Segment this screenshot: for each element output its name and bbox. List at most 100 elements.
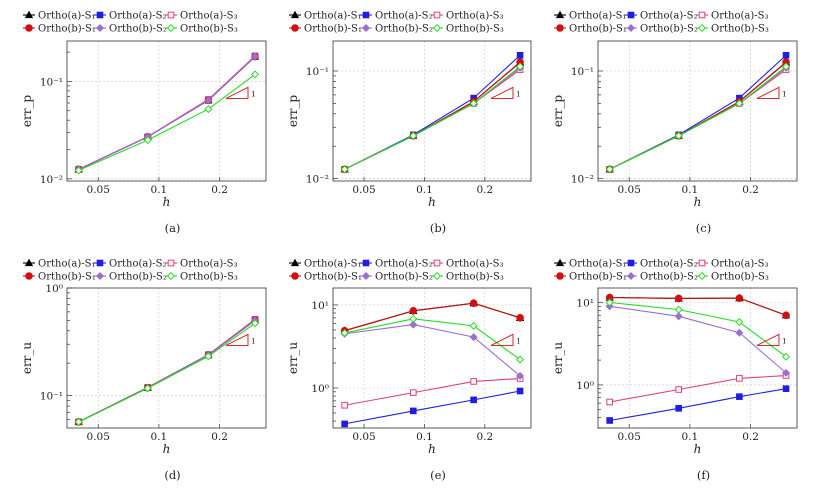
legend-label: Ortho(b)-S₃ <box>446 24 504 35</box>
legend-item: Ortho(b)-S₃ <box>696 272 769 283</box>
series-line <box>609 305 787 374</box>
series-line <box>78 319 256 423</box>
legend-marker <box>556 272 564 280</box>
x-tick-label: 0.05 <box>352 184 375 196</box>
series-line <box>344 66 521 170</box>
data-point <box>409 131 418 140</box>
legend-marker <box>96 259 104 267</box>
series-line <box>344 390 521 425</box>
chart-panel-1: 0.05 0.1 0.2 10⁻² 10⁻¹ h err_p 1 Ortho(a)-S₁ Orth… <box>20 10 267 235</box>
legend-item: Ortho(b)-S₃ <box>696 24 769 35</box>
legend-label: Ortho(a)-S₂ <box>109 11 166 22</box>
slope-label: 1 <box>516 89 521 98</box>
legend-label: Ortho(b)-S₃ <box>711 24 769 35</box>
legend-item: Ortho(b)-S₂ <box>94 24 167 35</box>
data-point <box>340 165 349 174</box>
legend-marker <box>290 10 300 19</box>
legend-marker <box>556 24 564 32</box>
legend-label: Ortho(b)-S₁ <box>38 272 96 283</box>
series-line <box>344 324 521 377</box>
y-axis-label: err_p <box>20 95 34 128</box>
plot-frame <box>66 40 267 182</box>
legend-label: Ortho(a)-S₂ <box>109 259 166 270</box>
panel-caption: (e) <box>430 468 446 482</box>
legend-item: Ortho(b)-S₂ <box>625 24 698 35</box>
legend-marker <box>24 10 34 19</box>
series-line <box>78 56 256 170</box>
series-2 <box>75 316 259 426</box>
data-point <box>516 314 524 322</box>
slope-label: 1 <box>516 336 521 345</box>
series-line <box>609 54 787 170</box>
legend-item: Ortho(a)-S₃ <box>431 259 503 270</box>
x-axis-label: h <box>428 442 436 456</box>
legend-item: Ortho(b)-S₁ <box>554 24 627 35</box>
legend-item: Ortho(b)-S₁ <box>554 272 627 283</box>
series-3 <box>75 316 259 426</box>
legend-marker <box>433 259 441 267</box>
series-5 <box>605 63 791 174</box>
legend-item: Ortho(a)-S₁ <box>289 259 361 270</box>
legend-item: Ortho(a)-S₃ <box>696 11 768 22</box>
x-tick-label: 0.05 <box>618 184 641 196</box>
x-axis-label: h <box>428 195 436 209</box>
chart-panel-3: 0.05 0.1 0.2 10⁻² 10⁻¹ h err_p 1 Ortho(a)-S₁ Orth… <box>551 11 798 235</box>
y-tick-label: 10⁻² <box>571 174 594 186</box>
x-tick-label: 0.05 <box>618 431 641 443</box>
series-line <box>344 61 521 170</box>
legend-item: Ortho(a)-S₂ <box>94 11 166 22</box>
series-line <box>609 388 787 422</box>
data-point <box>469 99 478 108</box>
series-3 <box>606 372 790 406</box>
y-axis-label: err_u <box>551 342 565 375</box>
y-tick-label: 10⁻¹ <box>306 66 329 78</box>
x-tick-label: 0.1 <box>682 431 699 443</box>
slope-triangle <box>756 333 780 346</box>
data-point <box>251 70 260 79</box>
data-point <box>606 398 613 406</box>
series-4 <box>74 316 259 426</box>
legend-marker <box>433 11 441 19</box>
series-line <box>78 73 256 171</box>
legend-item: Ortho(b)-S₂ <box>94 272 167 283</box>
series-line <box>78 319 256 423</box>
legend-label: Ortho(a)-S₁ <box>569 11 626 22</box>
y-axis-label: err_u <box>20 342 34 375</box>
legend-item: Ortho(a)-S₁ <box>554 259 626 270</box>
series-line <box>609 296 787 316</box>
data-point <box>736 393 743 400</box>
series-line <box>78 56 256 170</box>
data-point <box>674 131 683 140</box>
data-point <box>251 319 260 328</box>
panel-caption: (f) <box>697 468 710 482</box>
series-1 <box>340 58 525 173</box>
x-tick-label: 0.05 <box>87 431 110 443</box>
plot-frame <box>332 40 532 182</box>
data-point <box>782 368 791 377</box>
legend-label: Ortho(a)-S₂ <box>640 11 697 22</box>
legend-marker <box>697 23 707 33</box>
data-point <box>782 385 790 392</box>
data-point <box>675 386 683 393</box>
series-2 <box>606 51 790 173</box>
data-point <box>736 375 743 382</box>
legend-marker <box>626 23 636 33</box>
data-point <box>469 333 478 342</box>
series-4 <box>74 52 259 174</box>
y-tick-label: 10⁰ <box>311 383 329 395</box>
legend-label: Ortho(a)-S₃ <box>446 11 503 22</box>
series-6 <box>74 70 260 175</box>
data-point <box>409 307 418 315</box>
data-point <box>674 294 683 303</box>
legend-label: Ortho(a)-S₁ <box>304 11 361 22</box>
series-5 <box>605 302 791 377</box>
chart-panel-2: 0.05 0.1 0.2 10⁻² 10⁻¹ h err_p 1 Ortho(a)-S₁ Orth… <box>286 10 532 235</box>
legend-marker <box>95 271 105 281</box>
series-line <box>609 62 787 170</box>
plot-frame <box>66 287 267 429</box>
data-point <box>143 384 152 393</box>
data-point <box>409 407 417 415</box>
legend-marker <box>291 272 299 280</box>
legend-marker <box>698 259 706 267</box>
x-tick-label: 0.05 <box>352 431 375 443</box>
